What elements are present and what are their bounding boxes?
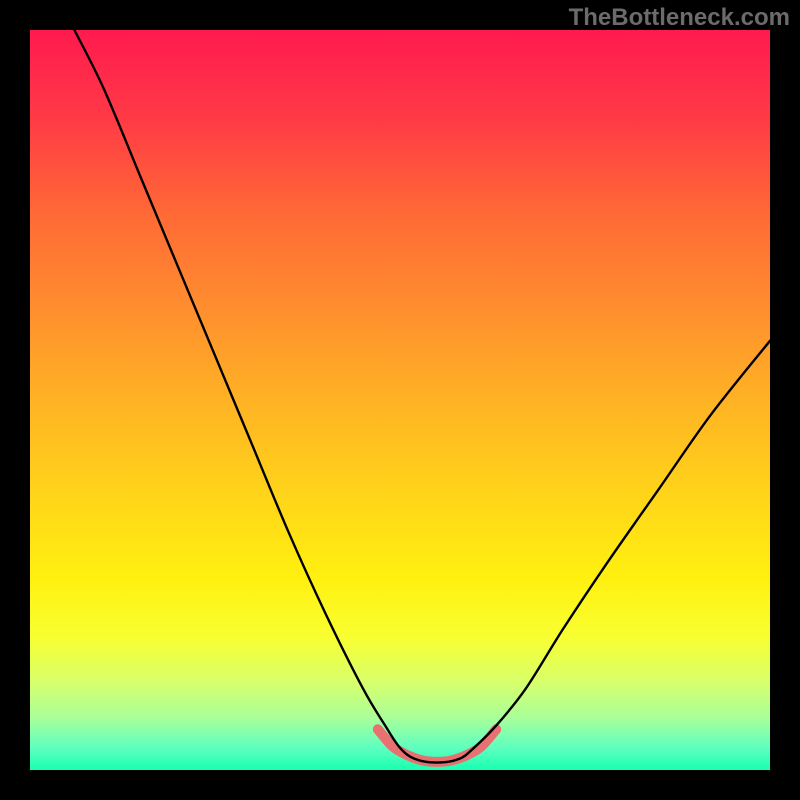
watermark-text: TheBottleneck.com xyxy=(569,4,790,32)
chart-container: TheBottleneck.com xyxy=(0,0,800,800)
chart-svg xyxy=(0,0,800,800)
plot-area xyxy=(30,30,770,770)
